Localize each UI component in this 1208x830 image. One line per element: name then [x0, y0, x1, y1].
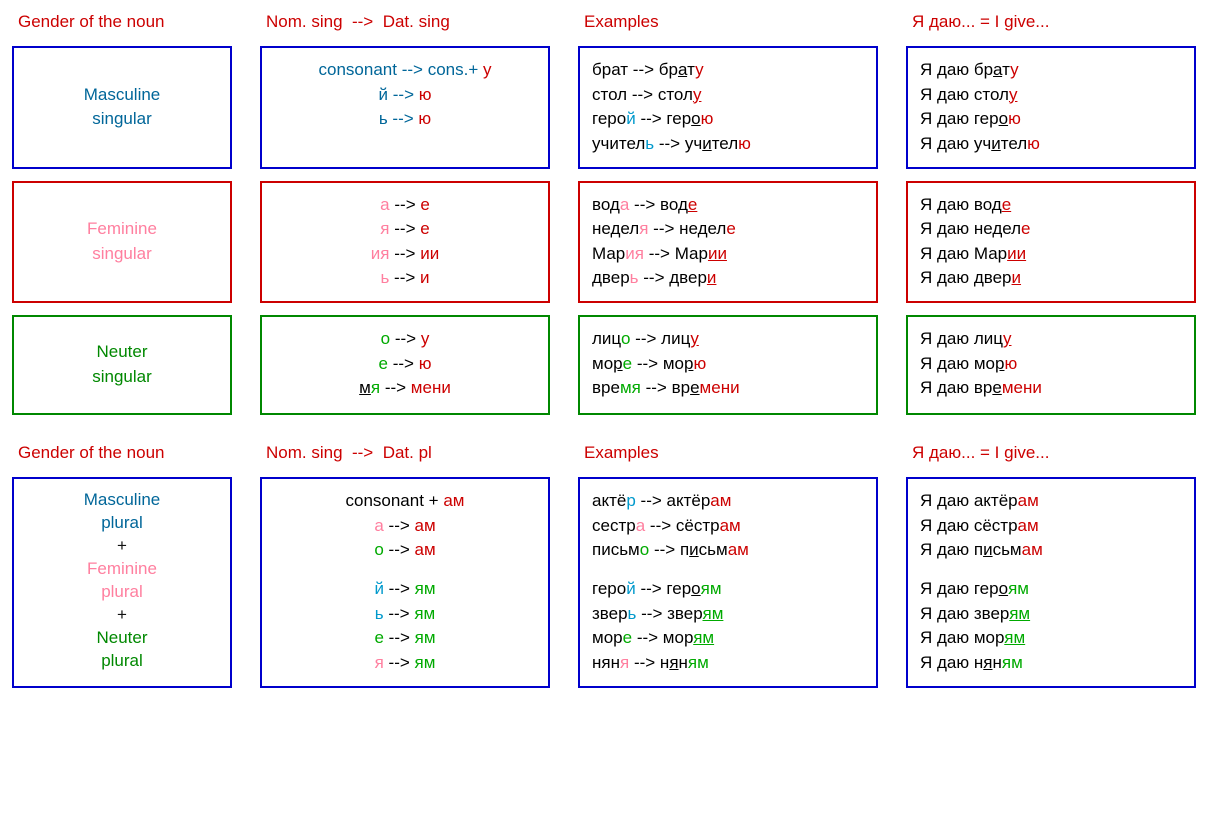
plural-sentences-box: Я даю актёрам Я даю сёстрам Я даю письма… — [906, 477, 1196, 687]
header-sentences-pl: Я даю... = I give... — [906, 443, 1196, 465]
plural-rules-box: consonant + ам а --> ам о --> ам й --> я… — [260, 477, 550, 687]
fem-examples-box: вода --> воде неделя --> неделе Мария --… — [578, 181, 878, 304]
neut-rules-box: о --> у е --> ю мя --> мени — [260, 315, 550, 415]
header-examples: Examples — [578, 12, 878, 34]
plural-examples-box: актёр --> актёрам сестра --> сёстрам пис… — [578, 477, 878, 687]
masc-sentences-box: Я даю брату Я даю столу Я даю герою Я да… — [906, 46, 1196, 169]
plural-grid: Gender of the noun Nom. sing --> Dat. pl… — [12, 443, 1196, 687]
header-sentences: Я даю... = I give... — [906, 12, 1196, 34]
plural-label-box: Masculineplural + Feminineplural + Neute… — [12, 477, 232, 687]
fem-rules-box: а --> е я --> е ия --> ии ь --> и — [260, 181, 550, 304]
header-examples-pl: Examples — [578, 443, 878, 465]
singular-grid: Gender of the noun Nom. sing --> Dat. si… — [12, 12, 1196, 415]
neut-sentences-box: Я даю лицу Я даю морю Я даю времени — [906, 315, 1196, 415]
neut-examples-box: лицо --> лицу море --> морю время --> вр… — [578, 315, 878, 415]
header-rules-pl: Nom. sing --> Dat. pl — [260, 443, 550, 465]
masc-rules-box: consonant --> cons.+ у й --> ю ь --> ю — [260, 46, 550, 169]
fem-sentences-box: Я даю воде Я даю неделе Я даю Марии Я да… — [906, 181, 1196, 304]
masc-examples-box: брат --> брату стол --> столу герой --> … — [578, 46, 878, 169]
masc-label-box: Masculinesingular — [12, 46, 232, 169]
header-gender-pl: Gender of the noun — [12, 443, 232, 465]
header-gender: Gender of the noun — [12, 12, 232, 34]
header-rules-sing: Nom. sing --> Dat. sing — [260, 12, 550, 34]
fem-label-box: Femininesingular — [12, 181, 232, 304]
neut-label-box: Neutersingular — [12, 315, 232, 415]
